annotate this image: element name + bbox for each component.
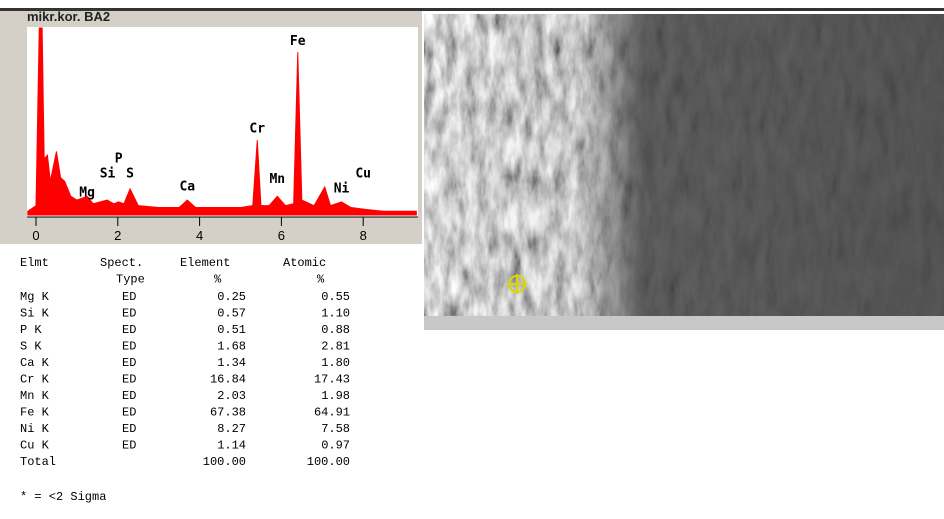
table-cell: 1.68 [217, 340, 246, 354]
peak-label: Ni [334, 182, 350, 197]
table-cell: 8.27 [217, 422, 246, 436]
screen: mikr.kor. BA2 0 2 4 6 8 Mg SiPS Ca Cr Mn Fe Ni Cu El… [0, 0, 944, 519]
table-cell: ED [122, 422, 136, 436]
table-cell: Total [20, 455, 56, 469]
x-tick-label: 4 [196, 228, 203, 243]
table-cell: 0.25 [217, 290, 246, 304]
peak-label: Fe [290, 34, 306, 49]
sem-dark-region [424, 14, 944, 316]
x-tick-label: 6 [278, 228, 285, 243]
peak-label: Si [100, 167, 116, 182]
table-cell: 67.38 [210, 406, 246, 420]
peak-label: Mn [269, 172, 285, 187]
table-cell: 0.57 [217, 307, 246, 321]
peak-label: Cr [249, 122, 265, 137]
table-cell: ED [122, 323, 136, 337]
table-cell: 1.10 [321, 307, 350, 321]
x-tick-label: 8 [360, 228, 367, 243]
peak-label: P [115, 152, 123, 167]
header-cell: Type [116, 273, 145, 287]
table-cell: 17.43 [314, 373, 350, 387]
table-cell: Si K [20, 307, 50, 321]
top-border [0, 8, 944, 11]
table-cell: 64.91 [314, 406, 350, 420]
header-cell: Elmt [20, 256, 49, 270]
table-cell: ED [122, 290, 136, 304]
table-cell: 1.14 [217, 439, 246, 453]
table-cell: 16.84 [210, 373, 246, 387]
peak-label: Mg [79, 185, 95, 200]
table-cell: S K [20, 340, 42, 354]
table-cell: ED [122, 340, 136, 354]
table-cell: Fe K [20, 406, 50, 420]
table-cell: ED [122, 439, 136, 453]
peak-label: S [126, 167, 134, 182]
table-cell: P K [20, 323, 42, 337]
table-cell: 0.55 [321, 290, 350, 304]
table-cell: Cr K [20, 373, 50, 387]
table-cell: 100.00 [307, 455, 350, 469]
table-cell: Ca K [20, 356, 50, 370]
x-tick-label: 0 [32, 228, 39, 243]
table-cell: Ni K [20, 422, 50, 436]
x-tick-label: 2 [114, 228, 121, 243]
table-cell: 1.80 [321, 356, 350, 370]
table-cell: ED [122, 389, 136, 403]
table-cell: ED [122, 307, 136, 321]
header-cell: % [214, 273, 222, 287]
table-cell: 0.97 [321, 439, 350, 453]
header-cell: % [317, 273, 325, 287]
peak-label: Ca [179, 180, 195, 195]
table-cell: ED [122, 373, 136, 387]
table-cell: 1.34 [217, 356, 246, 370]
peak-label: Cu [355, 167, 371, 182]
table-cell: 100.00 [203, 455, 246, 469]
footnote: * = <2 Sigma [20, 490, 106, 504]
table-cell: Mg K [20, 290, 50, 304]
table-cell: ED [122, 356, 136, 370]
table-cell: 7.58 [321, 422, 350, 436]
table-cell: 0.51 [217, 323, 246, 337]
table-cell: 1.98 [321, 389, 350, 403]
table-cell: Mn K [20, 389, 50, 403]
header-cell: Atomic [283, 256, 326, 270]
header-cell: Element [180, 256, 230, 270]
table-cell: 2.81 [321, 340, 350, 354]
header-cell: Spect. [100, 256, 143, 270]
window-title: mikr.kor. BA2 [27, 9, 110, 24]
table-cell: ED [122, 406, 136, 420]
table-cell: 2.03 [217, 389, 246, 403]
table-cell: Cu K [20, 439, 50, 453]
table-cell: 0.88 [321, 323, 350, 337]
